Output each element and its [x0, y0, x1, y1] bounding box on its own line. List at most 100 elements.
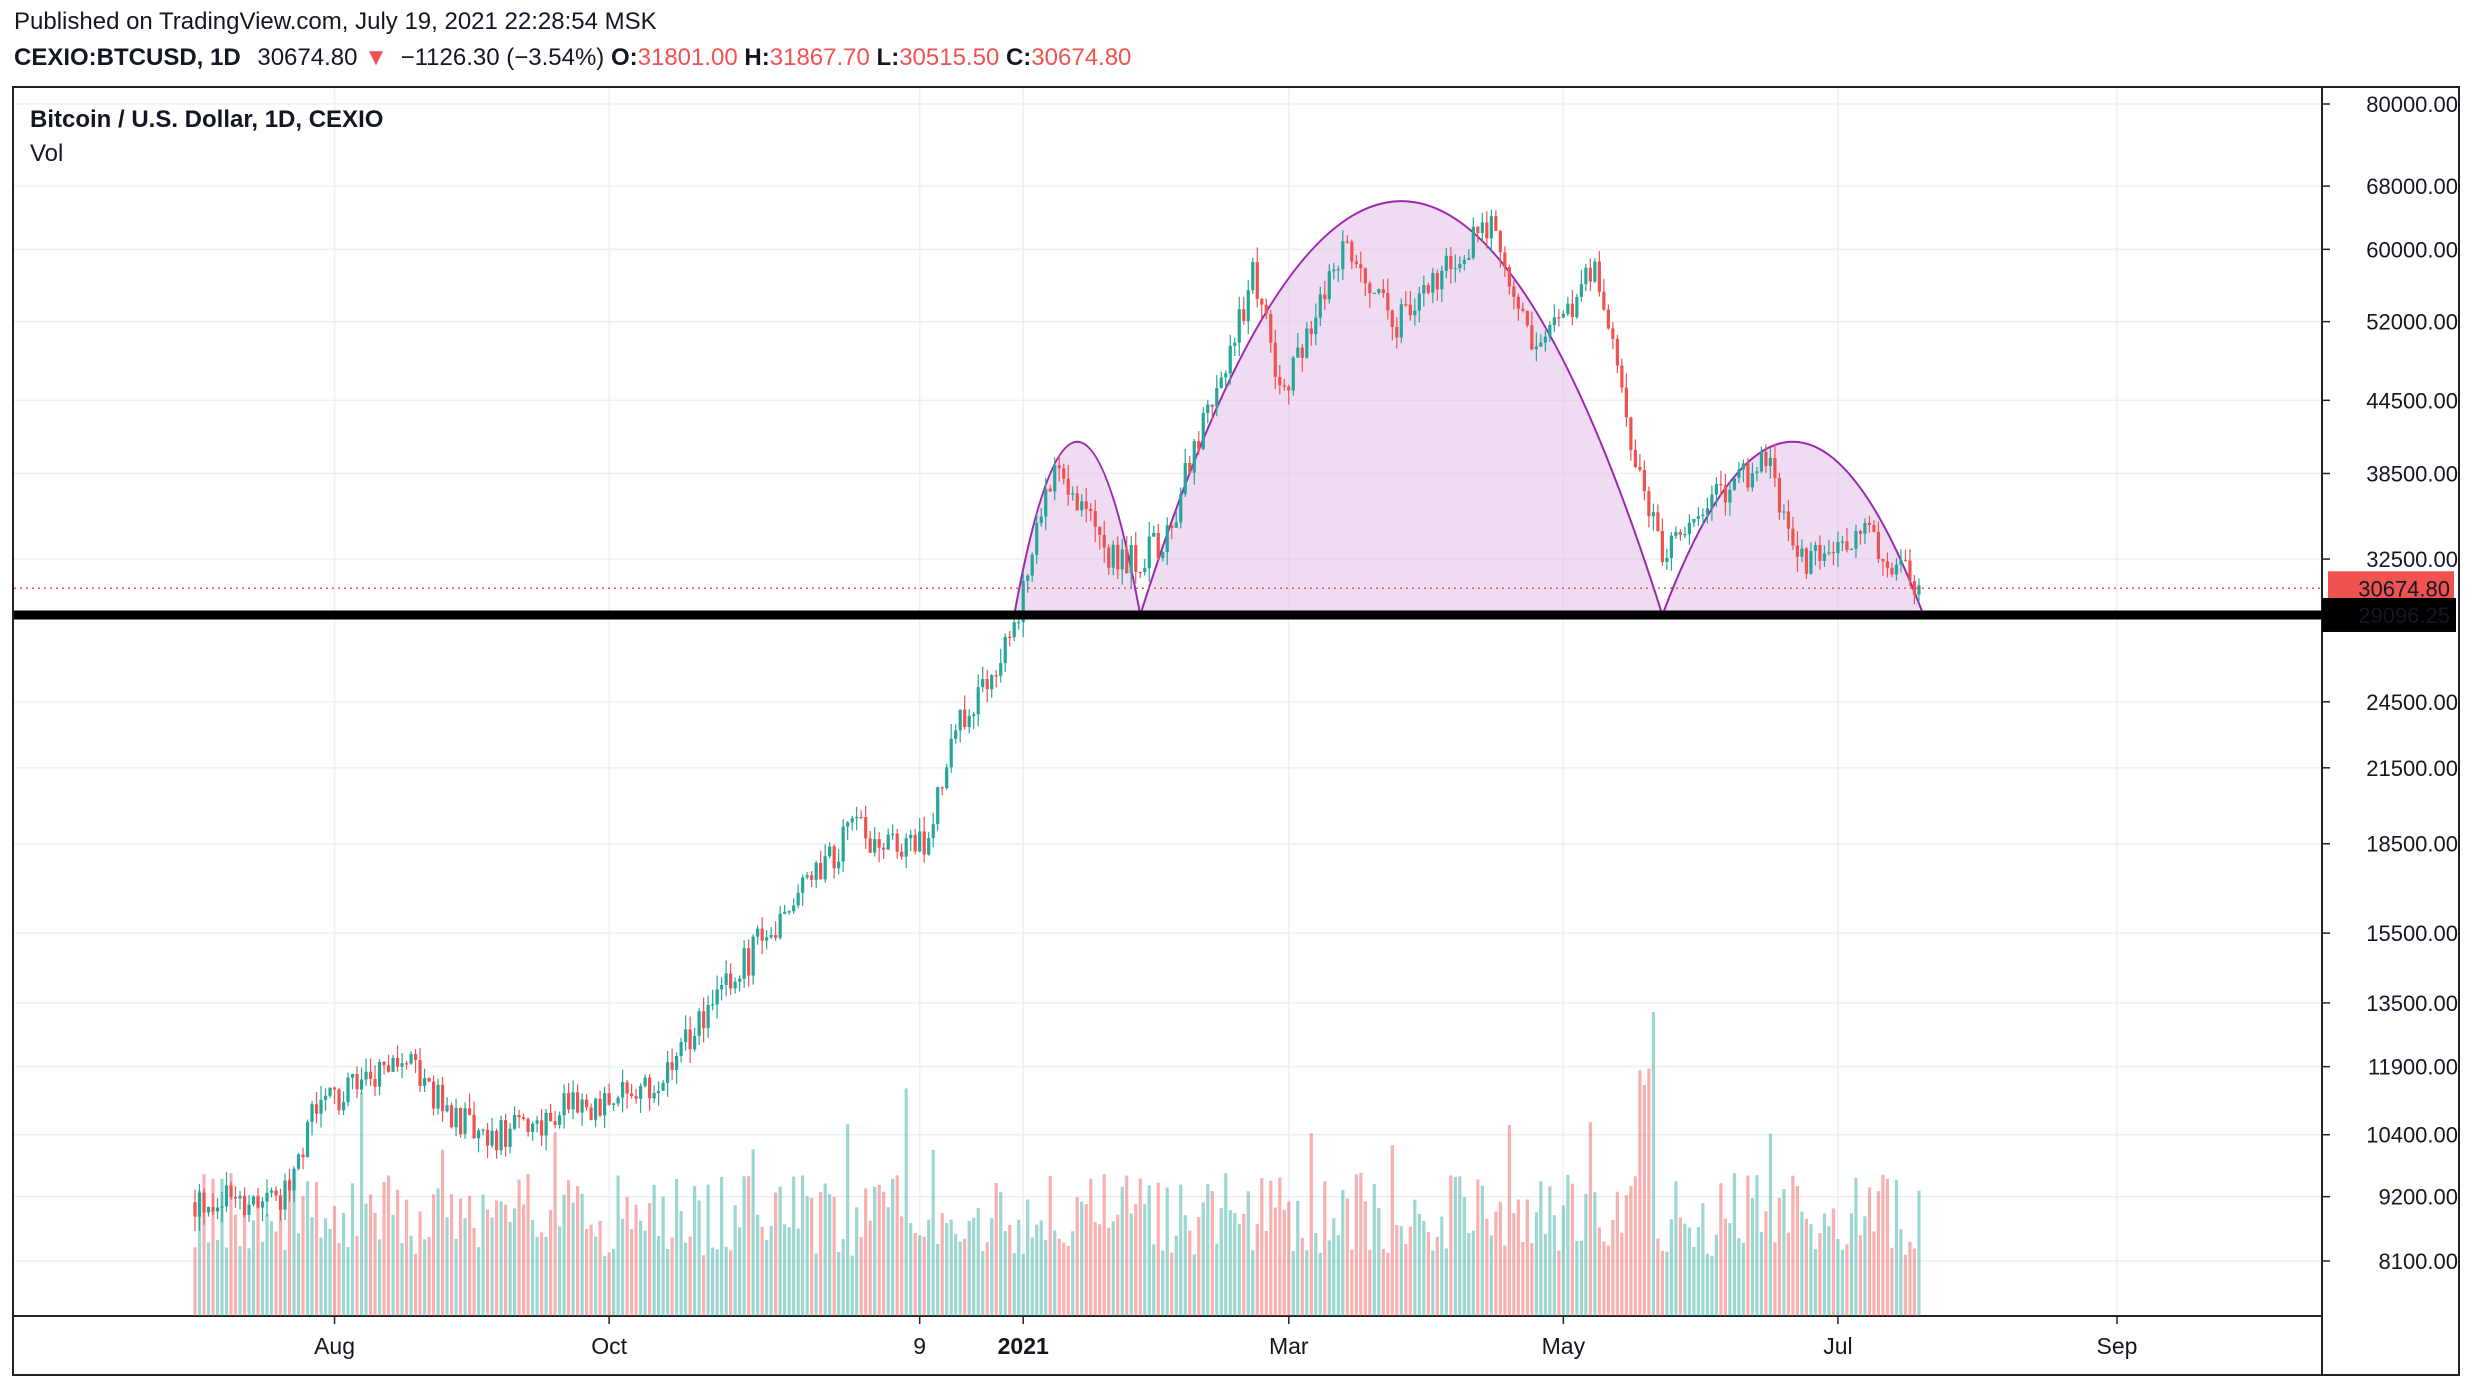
- candle-body: [1444, 255, 1448, 271]
- candle-body: [1759, 451, 1764, 472]
- volume-bar: [805, 1196, 809, 1316]
- volume-bar: [1885, 1178, 1890, 1316]
- volume-bar: [742, 1176, 746, 1316]
- candle-body: [233, 1196, 238, 1199]
- candle-body: [202, 1192, 206, 1213]
- volume-bar: [1633, 1176, 1637, 1316]
- candle-body: [657, 1090, 661, 1094]
- volume-bar: [832, 1196, 836, 1316]
- volume-bar: [1854, 1177, 1858, 1316]
- volume-bar: [1899, 1229, 1903, 1316]
- candle-body: [1080, 501, 1084, 511]
- price-tick-label: 15500.00: [2366, 921, 2458, 946]
- candle-body: [972, 714, 976, 716]
- volume-bar: [1372, 1183, 1376, 1316]
- candle-body: [292, 1168, 296, 1191]
- symbol-label: CEXIO:BTCUSD, 1D: [14, 44, 241, 71]
- change-value: −1126.30 (−3.54%): [400, 44, 605, 71]
- candle-body: [229, 1185, 233, 1197]
- volume-bar: [1579, 1240, 1583, 1316]
- candle-body: [1485, 222, 1489, 239]
- volume-bar: [1089, 1178, 1093, 1316]
- volume-bar: [557, 1226, 562, 1316]
- candle-body: [1323, 294, 1327, 300]
- volume-bar: [355, 1236, 359, 1316]
- candle-body: [1143, 568, 1147, 573]
- candle-body: [1678, 532, 1682, 535]
- volume-bar: [747, 1176, 751, 1316]
- volume-bar: [422, 1239, 427, 1316]
- candle-body: [1746, 463, 1750, 488]
- volume-bar: [1260, 1178, 1264, 1316]
- volume-bar: [1147, 1185, 1151, 1316]
- candle-body: [323, 1095, 328, 1100]
- volume-bar: [580, 1193, 584, 1316]
- volume-bar: [337, 1243, 341, 1316]
- volume-bar: [954, 1233, 958, 1316]
- volume-bar: [1179, 1184, 1183, 1316]
- candle-body: [1296, 347, 1300, 358]
- candle-body: [652, 1093, 656, 1099]
- volume-bar: [350, 1183, 355, 1316]
- volume-bar: [1543, 1233, 1547, 1316]
- candle-body: [1341, 241, 1345, 270]
- candle-body: [458, 1108, 463, 1135]
- candle-body: [1876, 531, 1881, 559]
- volume-bar: [1660, 1250, 1664, 1316]
- candle-body: [1782, 511, 1786, 513]
- candle-body: [512, 1114, 517, 1129]
- candle-body: [1278, 376, 1282, 386]
- candle-body: [900, 851, 904, 857]
- volume-bar: [1399, 1226, 1403, 1316]
- candle-body: [1336, 269, 1340, 271]
- volume-bar: [819, 1191, 823, 1316]
- volume-bar: [301, 1196, 305, 1316]
- volume-bar: [1093, 1222, 1097, 1316]
- time-tick-label: 9: [913, 1333, 926, 1359]
- price-tick-label: 44500.00: [2366, 388, 2458, 413]
- open-label: O:: [610, 44, 638, 71]
- candle-body: [1075, 493, 1079, 511]
- volume-bar: [319, 1237, 323, 1316]
- volume-bar: [305, 1181, 310, 1316]
- volume-bar: [1264, 1231, 1268, 1316]
- volume-bar: [1318, 1252, 1322, 1316]
- candle-body: [1809, 550, 1813, 574]
- volume-bar: [562, 1194, 566, 1316]
- volume-bar: [940, 1213, 944, 1316]
- volume-bar: [922, 1236, 926, 1316]
- candle-body: [1089, 508, 1093, 511]
- volume-bar: [1269, 1180, 1273, 1316]
- candle-body: [1453, 268, 1457, 270]
- volume-bar: [873, 1186, 877, 1316]
- volume-bar: [1759, 1231, 1764, 1316]
- candle-body: [1129, 545, 1133, 574]
- volume-bar: [1656, 1238, 1660, 1316]
- volume-bar: [648, 1203, 652, 1316]
- candle-body: [1242, 309, 1246, 322]
- neckline-label: 29096.25: [2358, 603, 2450, 628]
- volume-bar: [269, 1220, 274, 1316]
- candle-body: [621, 1082, 625, 1098]
- candle-body: [1552, 317, 1556, 325]
- neckline-badge: [2322, 597, 2456, 632]
- volume-bar: [1566, 1174, 1570, 1316]
- volume-bar: [801, 1175, 805, 1316]
- candle-body: [823, 856, 827, 880]
- volume-bar: [1827, 1226, 1831, 1316]
- volume-bar: [1026, 1199, 1030, 1316]
- candle-body: [571, 1092, 575, 1110]
- volume-bar: [1048, 1175, 1052, 1316]
- candle-body: [283, 1180, 287, 1210]
- candle-body: [238, 1195, 242, 1199]
- volume-bar: [1273, 1207, 1277, 1316]
- candle-body: [1665, 557, 1669, 562]
- candle-body: [1044, 488, 1048, 517]
- open-value: 31801.00: [637, 44, 738, 71]
- volume-bar: [535, 1236, 539, 1316]
- candle-body: [449, 1105, 454, 1128]
- candle-body: [1116, 544, 1120, 570]
- candle-body: [931, 824, 935, 839]
- candle-body: [630, 1093, 634, 1097]
